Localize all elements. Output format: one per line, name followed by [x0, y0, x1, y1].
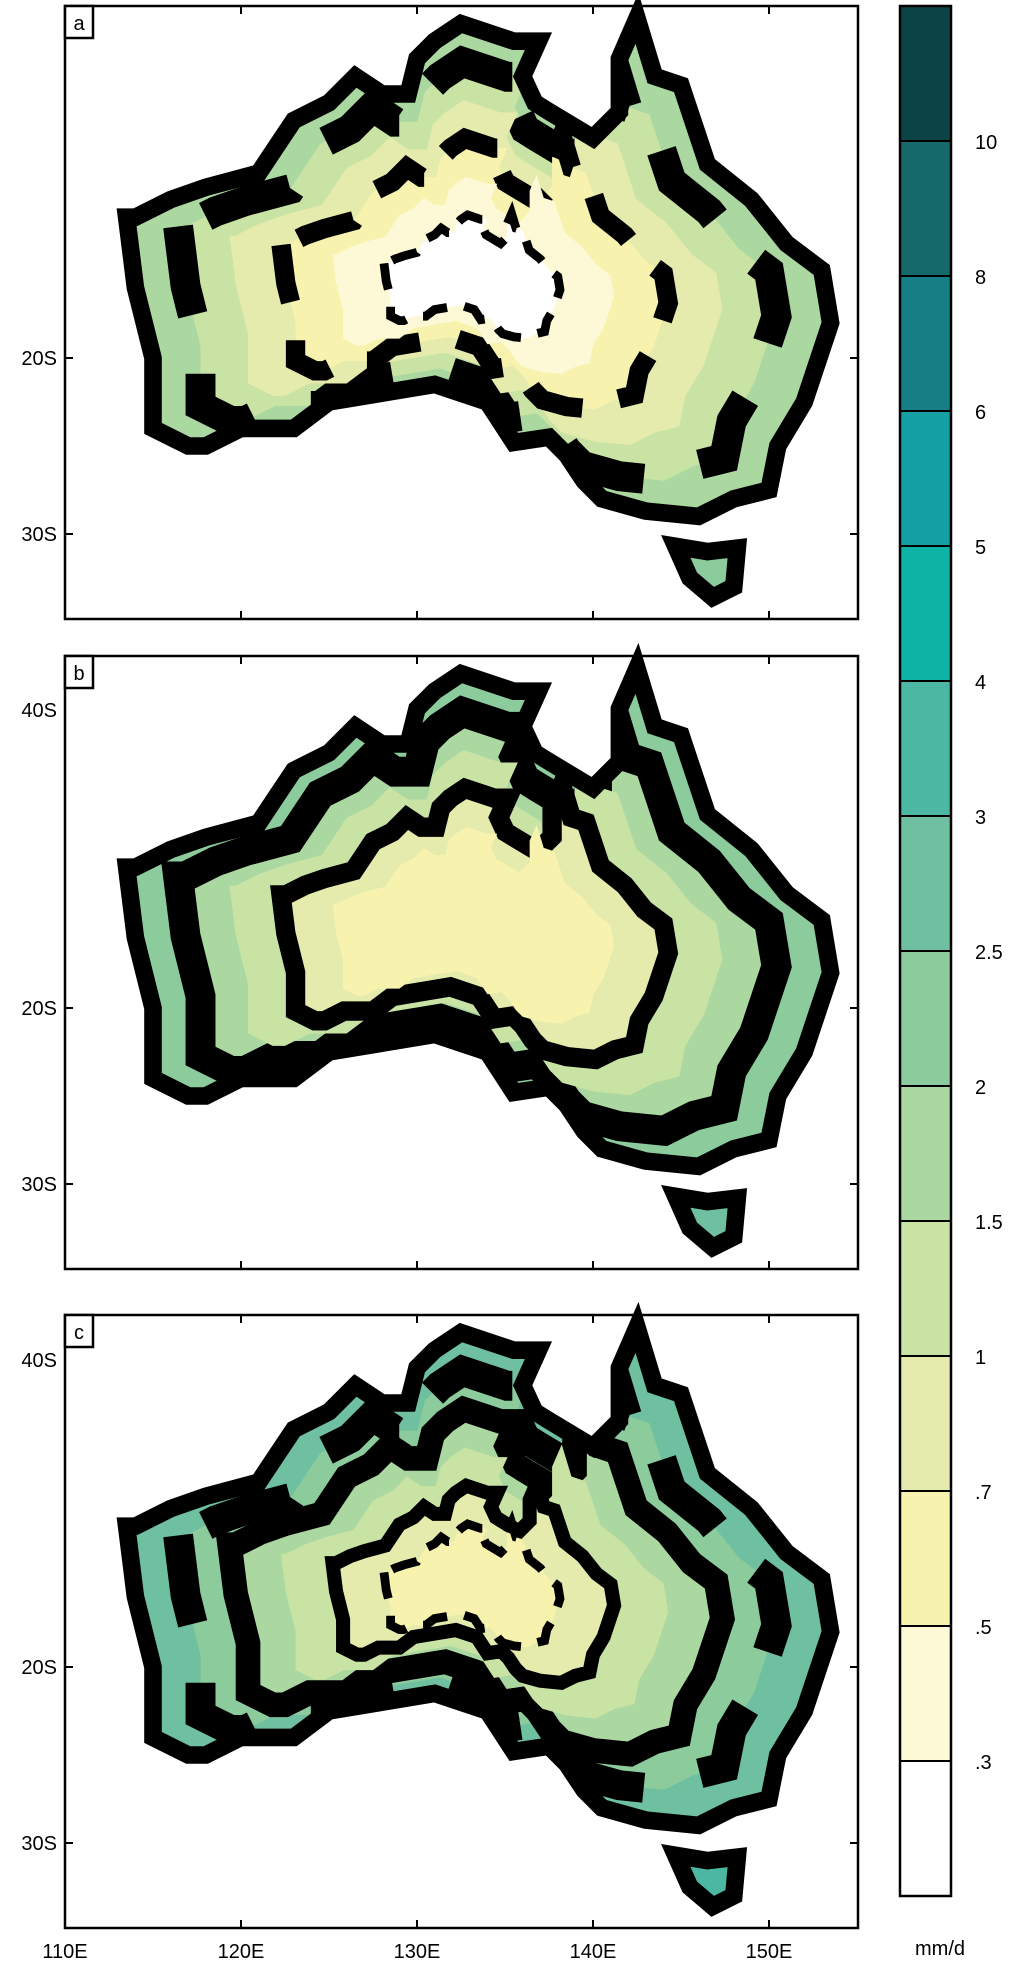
colorbar-bin: [900, 411, 951, 546]
lat-label: 40S: [21, 700, 57, 722]
lon-label: 150E: [746, 1941, 793, 1963]
lon-label: 120E: [218, 1941, 265, 1963]
panel-label: a: [73, 13, 85, 35]
panel-border: [63, 4, 860, 621]
colorbar-label: 2: [975, 1077, 986, 1099]
colorbar-bin: [900, 546, 951, 681]
colorbar-label: .5: [975, 1617, 992, 1639]
lat-label: 30S: [21, 1174, 57, 1196]
colorbar-bin: [900, 1356, 951, 1491]
panel-label: b: [73, 663, 84, 685]
unit-label: mm/d: [915, 1938, 965, 1960]
lat-label: 30S: [21, 1833, 57, 1855]
colorbar-bin: [900, 141, 951, 276]
colorbar-bin: [900, 276, 951, 411]
colorbar-bin: [900, 816, 951, 951]
colorbar-border: [898, 4, 953, 1898]
panel-border: [63, 654, 860, 1271]
lat-label: 40S: [21, 1350, 57, 1372]
lon-label: 130E: [394, 1941, 441, 1963]
panel-label-box: [63, 1313, 95, 1349]
lon-label: 140E: [570, 1941, 617, 1963]
colorbar-label: .3: [975, 1752, 992, 1774]
colorbar-label: 2.5: [975, 942, 1003, 964]
lon-label: 110E: [42, 1941, 87, 1963]
colorbar-bin: [900, 1761, 951, 1896]
lat-label: 20S: [21, 348, 57, 370]
colorbar-bin: [900, 1221, 951, 1356]
colorbar-bin: [900, 1626, 951, 1761]
lat-label: 30S: [21, 524, 57, 546]
colorbar-label: 6: [975, 402, 986, 424]
panel-label-box: [63, 4, 95, 40]
colorbar-bin: [900, 681, 951, 816]
colorbar-bin: [900, 1491, 951, 1626]
colorbar-label: 1.5: [975, 1212, 1003, 1234]
colorbar-label: 1: [975, 1347, 986, 1369]
lat-label: 20S: [21, 998, 57, 1020]
panel-border: [63, 1313, 860, 1930]
colorbar-label: 8: [975, 267, 986, 289]
colorbar-label: 3: [975, 807, 986, 829]
colorbar-bin: [900, 951, 951, 1086]
colorbar-label: .7: [975, 1482, 992, 1504]
lat-label: 20S: [21, 1657, 57, 1679]
colorbar-label: 10: [975, 132, 997, 154]
colorbar-label: 4: [975, 672, 986, 694]
panel-label-box: [63, 654, 95, 690]
panel-label: c: [74, 1322, 84, 1344]
colorbar-label: 5: [975, 537, 986, 559]
colorbar-bin: [900, 6, 951, 141]
colorbar-bin: [900, 1086, 951, 1221]
